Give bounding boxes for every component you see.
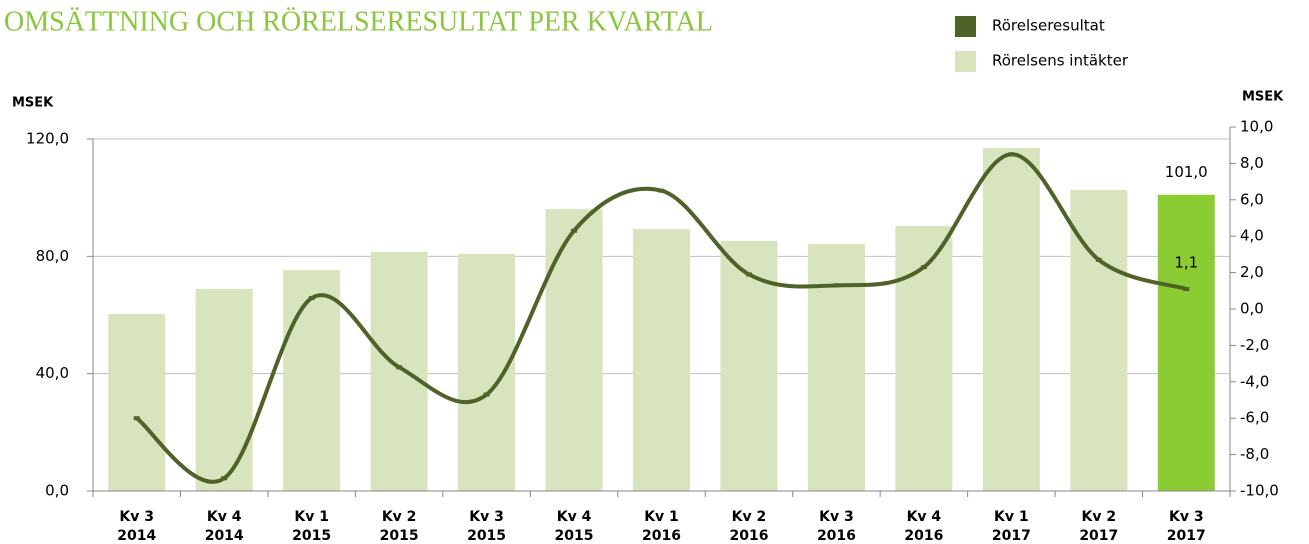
line-marker: [1095, 257, 1102, 262]
bar: [807, 244, 865, 491]
bar: [895, 226, 953, 491]
legend-label: Rörelseresultat: [992, 17, 1105, 35]
line-marker: [1183, 286, 1190, 291]
y-axis-label: MSEK: [12, 96, 54, 111]
y2-tick-label: -8,0: [1240, 445, 1269, 463]
x-tick-label-line: Kv 3: [469, 509, 504, 525]
x-tick-label-line: Kv 3: [1169, 509, 1204, 525]
x-tick-label: Kv 2 2015: [380, 509, 419, 544]
x-tick-label-line: Kv 4: [907, 509, 942, 525]
bar: [982, 148, 1040, 492]
line-marker: [1008, 152, 1015, 157]
y-tick-label: 80,0: [36, 247, 69, 265]
line-marker: [658, 188, 665, 193]
bar: [633, 229, 690, 491]
y-tick-label: 0,0: [45, 482, 69, 500]
bar: [370, 251, 428, 491]
x-tick-label-line: 2017: [1167, 528, 1206, 544]
x-tick-label-line: 2015: [380, 528, 419, 544]
bar: [1157, 194, 1215, 491]
x-tick-label-line: 2016: [729, 528, 768, 544]
x-tick-label-line: Kv 1: [994, 509, 1029, 525]
bar: [195, 288, 253, 491]
x-tick-label: Kv 4 2015: [555, 509, 594, 544]
x-tick-label-line: Kv 2: [732, 509, 767, 525]
x-tick-label: Kv 3 2014: [117, 509, 156, 544]
x-tick-label-line: 2015: [467, 528, 506, 544]
line-marker: [308, 296, 315, 301]
x-tick-label-line: Kv 2: [1082, 509, 1117, 525]
x-tick-label: Kv 4 2016: [904, 509, 943, 544]
y2-tick-label: 2,0: [1240, 263, 1264, 281]
x-tick-label-line: Kv 3: [819, 509, 854, 525]
y2-tick-label: -10,0: [1240, 482, 1279, 500]
data-label: 101,0: [1165, 163, 1208, 181]
x-tick-label: Kv 1 2015: [292, 509, 331, 544]
x-tick-label: Kv 1 2017: [992, 509, 1031, 544]
line-marker: [396, 365, 403, 370]
y2-tick-label: 8,0: [1240, 154, 1264, 172]
x-tick-label-line: Kv 4: [557, 509, 592, 525]
x-tick-label-line: 2016: [642, 528, 681, 544]
x-tick-label-line: Kv 1: [644, 509, 679, 525]
y2-tick-label: 10,0: [1240, 118, 1273, 136]
x-tick-label-line: Kv 1: [294, 509, 329, 525]
y-tick-label: 120,0: [26, 130, 69, 148]
x-tick-label: Kv 3 2015: [467, 509, 506, 544]
y2-tick-label: 6,0: [1240, 190, 1264, 208]
legend-swatch: [955, 16, 976, 37]
x-tick-label: Kv 1 2016: [642, 509, 681, 544]
chart-title: OMSÄTTNING OCH RÖRELSERESULTAT PER KVART…: [4, 6, 713, 37]
x-tick-label-line: Kv 4: [207, 509, 242, 525]
x-tick-label-line: 2017: [1079, 528, 1118, 544]
legend-label: Rörelsens intäkter: [992, 52, 1129, 70]
line-marker: [221, 476, 228, 481]
y2-tick-label: 4,0: [1240, 227, 1264, 245]
line-marker: [833, 283, 840, 288]
y2-tick-label: -6,0: [1240, 409, 1269, 427]
bar: [720, 241, 778, 491]
x-tick-label-line: Kv 3: [119, 509, 154, 525]
line-marker: [483, 392, 490, 397]
x-tick-label: Kv 4 2014: [205, 509, 244, 544]
x-tick-label-line: 2014: [117, 528, 156, 544]
x-tick-label-line: Kv 2: [382, 509, 417, 525]
x-tick-label-line: 2016: [904, 528, 943, 544]
y-tick-label: 40,0: [36, 364, 69, 382]
bar: [458, 253, 516, 491]
x-tick-label-line: 2016: [817, 528, 856, 544]
data-label: 1,1: [1174, 253, 1198, 271]
x-tick-label: Kv 3 2017: [1167, 509, 1206, 544]
x-tick-label: Kv 3 2016: [817, 509, 856, 544]
y2-axis-label: MSEK: [1242, 90, 1284, 105]
line-marker: [133, 416, 140, 421]
y2-tick-label: -2,0: [1240, 336, 1269, 354]
line-marker: [571, 228, 578, 233]
x-tick-label-line: 2017: [992, 528, 1031, 544]
x-tick-label: Kv 2 2017: [1079, 509, 1118, 544]
legend-swatch: [955, 51, 976, 72]
x-tick-label-line: 2015: [292, 528, 331, 544]
y2-tick-label: 0,0: [1240, 300, 1264, 318]
x-tick-label-line: 2015: [555, 528, 594, 544]
bar: [108, 314, 166, 491]
x-tick-label-line: 2014: [205, 528, 244, 544]
line-marker: [745, 272, 752, 277]
bar: [545, 209, 603, 491]
x-tick-label: Kv 2 2016: [729, 509, 768, 544]
line-marker: [920, 265, 927, 270]
bar: [283, 270, 341, 491]
y2-tick-label: -4,0: [1240, 372, 1269, 390]
